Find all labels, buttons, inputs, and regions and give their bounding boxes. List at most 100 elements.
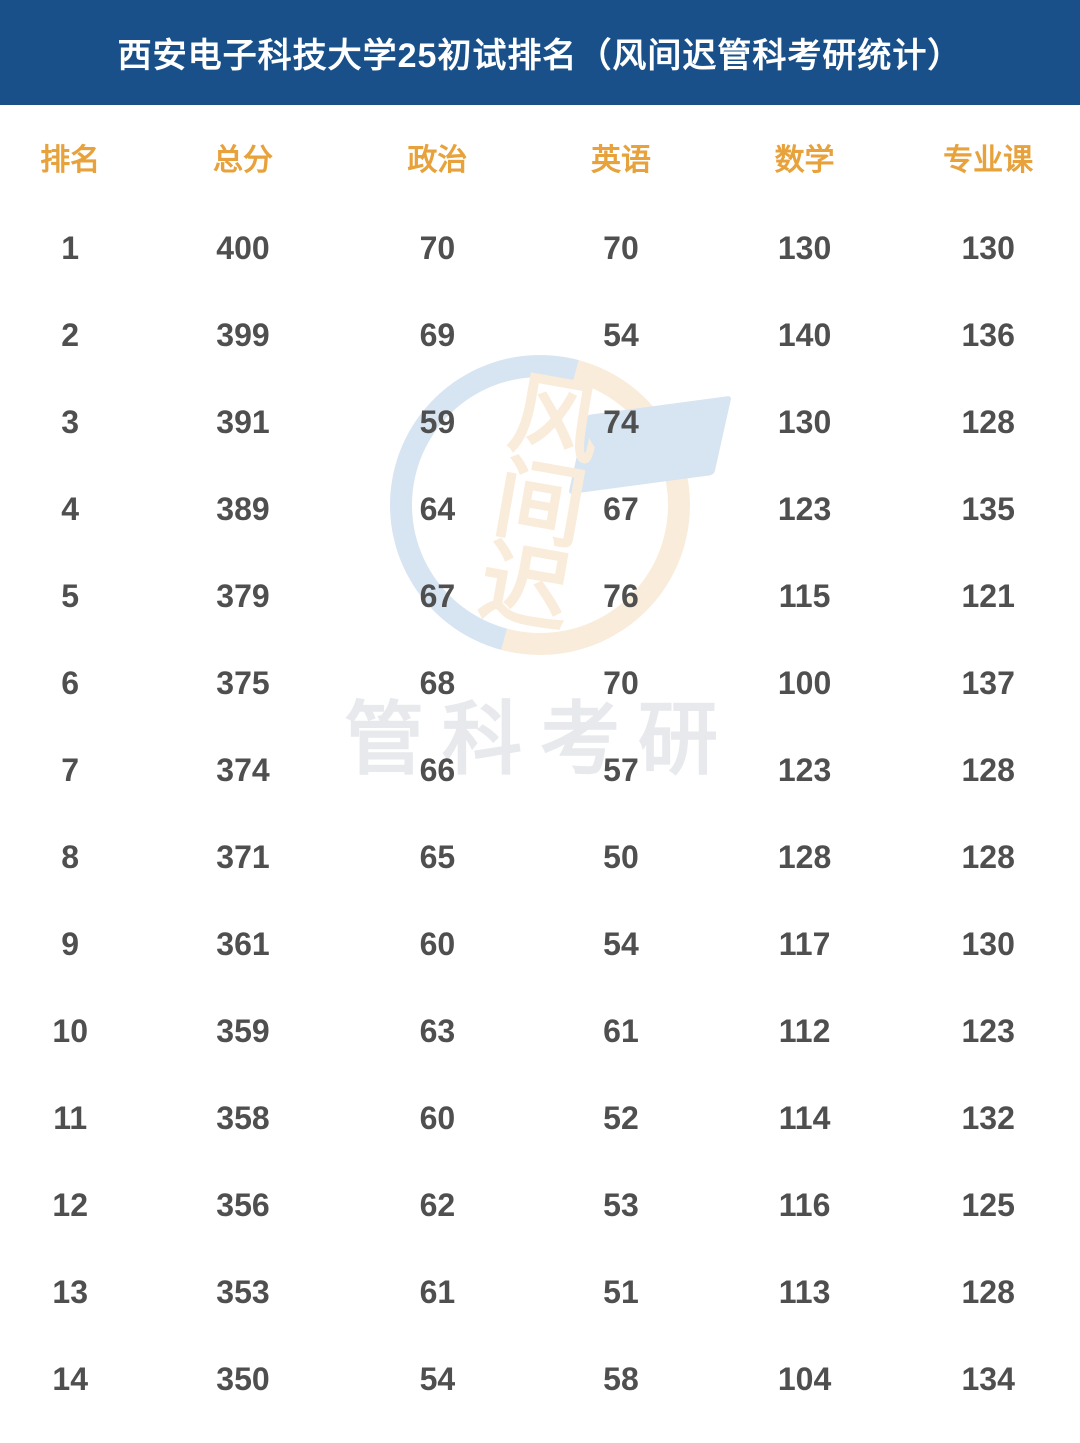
table-row: 73746657123128 xyxy=(0,727,1080,814)
page-title: 西安电子科技大学25初试排名（风间迟管科考研统计） xyxy=(0,0,1080,105)
table-cell: 128 xyxy=(896,379,1080,466)
table-row: 83716550128128 xyxy=(0,814,1080,901)
table-cell: 57 xyxy=(529,727,713,814)
table-cell: 10 xyxy=(0,988,140,1075)
table-row: 103596361112123 xyxy=(0,988,1080,1075)
table-cell: 4 xyxy=(0,466,140,553)
table-cell: 356 xyxy=(140,1162,345,1249)
table-row: 63756870100137 xyxy=(0,640,1080,727)
table-cell: 128 xyxy=(896,727,1080,814)
table-cell: 11 xyxy=(0,1075,140,1162)
col-header-politics: 政治 xyxy=(346,105,530,205)
table-cell: 104 xyxy=(713,1336,897,1423)
table-cell: 140 xyxy=(713,292,897,379)
table-cell: 130 xyxy=(713,205,897,292)
table-cell: 70 xyxy=(529,640,713,727)
table-cell: 125 xyxy=(896,1162,1080,1249)
col-header-english: 英语 xyxy=(529,105,713,205)
table-cell: 12 xyxy=(0,1162,140,1249)
table-cell: 59 xyxy=(346,379,530,466)
table-row: 133536151113128 xyxy=(0,1249,1080,1336)
table-cell: 123 xyxy=(896,988,1080,1075)
table-cell: 353 xyxy=(140,1249,345,1336)
table-cell: 6 xyxy=(0,640,140,727)
col-header-special: 专业课 xyxy=(896,105,1080,205)
table-cell: 9 xyxy=(0,901,140,988)
table-cell: 13 xyxy=(0,1249,140,1336)
table-row: 43896467123135 xyxy=(0,466,1080,553)
table-cell: 350 xyxy=(140,1336,345,1423)
table-cell: 137 xyxy=(896,640,1080,727)
table-cell: 128 xyxy=(713,814,897,901)
table-cell: 400 xyxy=(140,205,345,292)
table-cell: 114 xyxy=(713,1075,897,1162)
table-cell: 52 xyxy=(529,1075,713,1162)
table-row: 33915974130128 xyxy=(0,379,1080,466)
table-cell: 391 xyxy=(140,379,345,466)
table-row: 53796776115121 xyxy=(0,553,1080,640)
table-cell: 121 xyxy=(896,553,1080,640)
table-body: 1400707013013023996954140136339159741301… xyxy=(0,205,1080,1423)
table-cell: 74 xyxy=(529,379,713,466)
table-cell: 70 xyxy=(529,205,713,292)
table-cell: 5 xyxy=(0,553,140,640)
table-cell: 66 xyxy=(346,727,530,814)
table-cell: 113 xyxy=(713,1249,897,1336)
table-cell: 135 xyxy=(896,466,1080,553)
table-cell: 128 xyxy=(896,814,1080,901)
table-cell: 359 xyxy=(140,988,345,1075)
table-header-row: 排名 总分 政治 英语 数学 专业课 xyxy=(0,105,1080,205)
table-cell: 58 xyxy=(529,1336,713,1423)
table-cell: 50 xyxy=(529,814,713,901)
table-cell: 134 xyxy=(896,1336,1080,1423)
table-row: 123566253116125 xyxy=(0,1162,1080,1249)
table-cell: 399 xyxy=(140,292,345,379)
table-cell: 371 xyxy=(140,814,345,901)
table-cell: 358 xyxy=(140,1075,345,1162)
table-cell: 63 xyxy=(346,988,530,1075)
table-cell: 361 xyxy=(140,901,345,988)
table-cell: 112 xyxy=(713,988,897,1075)
table-row: 93616054117130 xyxy=(0,901,1080,988)
table-cell: 389 xyxy=(140,466,345,553)
table-cell: 65 xyxy=(346,814,530,901)
table-cell: 130 xyxy=(896,901,1080,988)
table-row: 113586052114132 xyxy=(0,1075,1080,1162)
table-cell: 60 xyxy=(346,1075,530,1162)
table-row: 14007070130130 xyxy=(0,205,1080,292)
table-cell: 54 xyxy=(346,1336,530,1423)
table-cell: 54 xyxy=(529,901,713,988)
table-cell: 132 xyxy=(896,1075,1080,1162)
table-cell: 53 xyxy=(529,1162,713,1249)
table-cell: 68 xyxy=(346,640,530,727)
table-cell: 61 xyxy=(346,1249,530,1336)
table-cell: 3 xyxy=(0,379,140,466)
table-cell: 115 xyxy=(713,553,897,640)
col-header-total: 总分 xyxy=(140,105,345,205)
table-cell: 128 xyxy=(896,1249,1080,1336)
table-cell: 123 xyxy=(713,727,897,814)
table-cell: 61 xyxy=(529,988,713,1075)
table-cell: 76 xyxy=(529,553,713,640)
col-header-math: 数学 xyxy=(713,105,897,205)
table-row: 143505458104134 xyxy=(0,1336,1080,1423)
table-cell: 60 xyxy=(346,901,530,988)
table-row: 23996954140136 xyxy=(0,292,1080,379)
table-cell: 54 xyxy=(529,292,713,379)
ranking-table: 排名 总分 政治 英语 数学 专业课 140070701301302399695… xyxy=(0,105,1080,1423)
table-cell: 67 xyxy=(346,553,530,640)
table-cell: 123 xyxy=(713,466,897,553)
table-cell: 69 xyxy=(346,292,530,379)
table-cell: 51 xyxy=(529,1249,713,1336)
table-cell: 136 xyxy=(896,292,1080,379)
col-header-rank: 排名 xyxy=(0,105,140,205)
table-cell: 70 xyxy=(346,205,530,292)
table-cell: 14 xyxy=(0,1336,140,1423)
table-cell: 374 xyxy=(140,727,345,814)
table-cell: 64 xyxy=(346,466,530,553)
table-cell: 375 xyxy=(140,640,345,727)
table-cell: 379 xyxy=(140,553,345,640)
table-container: 风间迟 管科考研 排名 总分 政治 英语 数学 专业课 140070701301… xyxy=(0,105,1080,1423)
table-cell: 116 xyxy=(713,1162,897,1249)
table-cell: 7 xyxy=(0,727,140,814)
